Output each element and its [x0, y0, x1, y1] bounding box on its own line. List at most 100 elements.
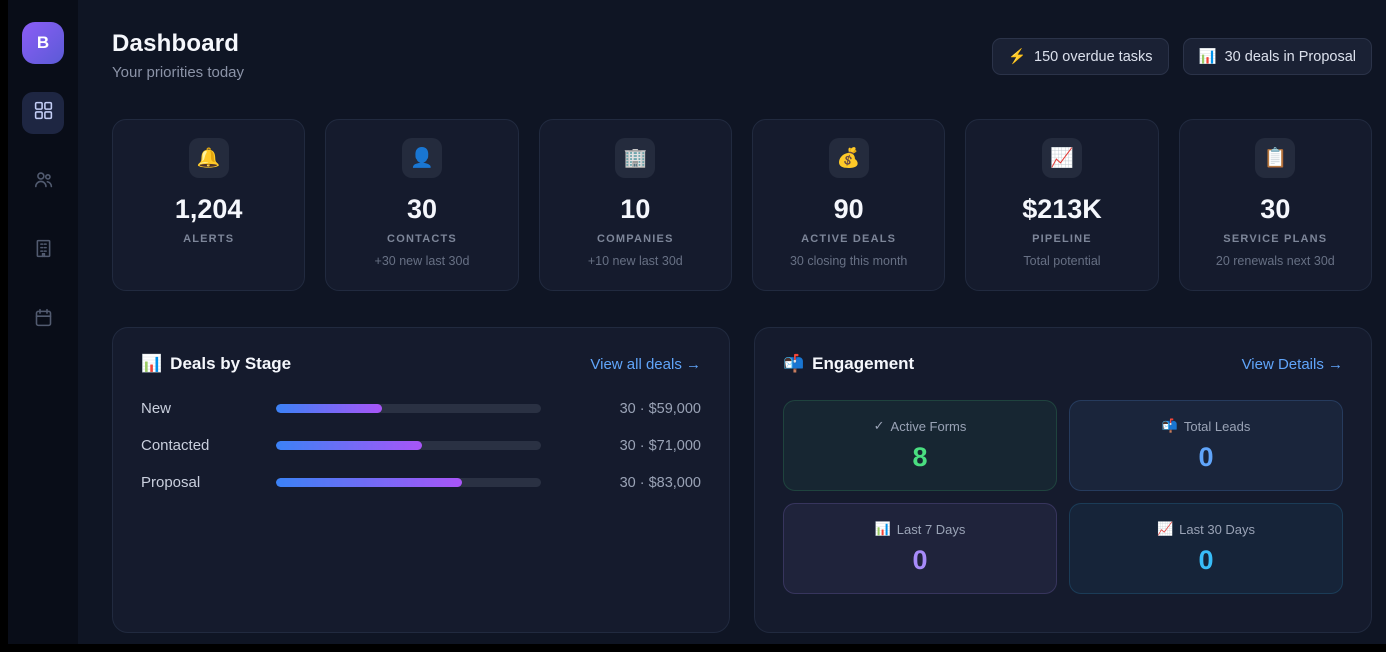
deal-row-contacted: Contacted 30 · $71,000	[141, 437, 701, 454]
lightning-icon: ⚡	[1007, 49, 1027, 65]
deal-value: 30 · $83,000	[619, 474, 701, 491]
clipboard-icon: 📋	[1255, 138, 1296, 178]
stat-card-alerts[interactable]: 🔔 1,204 ALERTS	[112, 119, 306, 291]
engagement-tile-last-7-days[interactable]: 📊 Last 7 Days 0	[783, 503, 1057, 594]
bar-chart-icon: 📊	[874, 521, 891, 536]
tile-value: 0	[1198, 545, 1214, 575]
check-icon: ✓	[873, 418, 885, 433]
stat-sub: +10 new last 30d	[587, 254, 683, 268]
deal-value: 30 · $59,000	[619, 400, 701, 417]
engagement-panel-title-text: Engagement	[812, 354, 915, 373]
engagement-panel-title: 📬 Engagement	[783, 354, 914, 374]
stat-value: 10	[620, 194, 651, 224]
engagement-panel-header: 📬 Engagement View Details →	[783, 354, 1343, 374]
overdue-tasks-label: 150 overdue tasks	[1034, 48, 1153, 65]
deal-progress-fill	[276, 441, 422, 450]
page-subtitle: Your priorities today	[112, 64, 245, 81]
tile-label-text: Last 7 Days	[896, 521, 966, 537]
chart-increasing-icon: 📈	[1041, 138, 1082, 178]
deal-row-proposal: Proposal 30 · $83,000	[141, 474, 701, 491]
stat-card-contacts[interactable]: 👤 30 CONTACTS +30 new last 30d	[325, 119, 519, 291]
sidebar-item-dashboard[interactable]	[22, 92, 64, 134]
view-all-deals-link[interactable]: View all deals →	[590, 355, 701, 373]
engagement-tile-last-30-days[interactable]: 📈 Last 30 Days 0	[1069, 503, 1343, 594]
tile-value: 0	[1198, 442, 1214, 472]
stat-card-service-plans[interactable]: 📋 30 SERVICE PLANS 20 renewals next 30d	[1178, 119, 1372, 291]
person-icon: 👤	[401, 138, 442, 178]
deal-stage-label: Contacted	[141, 437, 210, 454]
engagement-tiles: ✓ Active Forms 8 📬 Total Leads 0	[783, 400, 1343, 594]
mailbox-icon: 📬	[1161, 418, 1178, 433]
bar-chart-icon: 📊	[1198, 49, 1217, 65]
stat-value: $213K	[1022, 194, 1102, 224]
page-title: Dashboard	[112, 30, 240, 57]
grid-icon	[33, 100, 54, 126]
stat-sub	[123, 254, 294, 268]
building-icon	[33, 238, 54, 264]
tile-label: ✓ Active Forms	[794, 418, 1046, 434]
deals-by-stage-panel: 📊 Deals by Stage View all deals → New 30…	[112, 327, 730, 633]
stat-sub: +30 new last 30d	[374, 254, 470, 268]
header-titles: Dashboard Your priorities today	[112, 30, 244, 81]
tile-value: 8	[912, 442, 928, 472]
stat-label: CONTACTS	[387, 233, 457, 245]
deals-panel-header: 📊 Deals by Stage View all deals →	[141, 354, 701, 374]
stat-value: 30	[1260, 194, 1291, 224]
sidebar-item-companies[interactable]	[22, 230, 64, 272]
deal-row-new: New 30 · $59,000	[141, 400, 701, 417]
overdue-tasks-badge[interactable]: ⚡ 150 overdue tasks	[991, 38, 1169, 75]
engagement-panel: 📬 Engagement View Details → ✓ Active For…	[754, 327, 1372, 633]
deals-proposal-label: 30 deals in Proposal	[1224, 48, 1356, 65]
stat-value: 90	[833, 194, 864, 224]
deal-rows: New 30 · $59,000 Contacted 30 · $71,000	[141, 400, 701, 491]
brand-logo[interactable]: B	[22, 22, 64, 64]
sidebar-item-contacts[interactable]	[22, 161, 64, 203]
tile-label-text: Last 30 Days	[1179, 521, 1256, 537]
tile-label-text: Active Forms	[890, 418, 967, 434]
deals-proposal-badge[interactable]: 📊 30 deals in Proposal	[1182, 38, 1372, 75]
bar-chart-icon: 📊	[141, 354, 163, 373]
stat-sub: 30 closing this month	[789, 254, 908, 268]
stat-value: 1,204	[174, 194, 243, 224]
view-details-link[interactable]: View Details →	[1241, 355, 1343, 373]
chart-increasing-icon: 📈	[1156, 521, 1174, 536]
app-window: B	[8, 0, 1386, 644]
tile-label: 📬 Total Leads	[1080, 418, 1332, 434]
stat-sub: Total potential	[1023, 254, 1101, 268]
users-icon	[33, 169, 54, 195]
deal-stage-label: New	[141, 400, 172, 417]
deal-value: 30 · $71,000	[619, 437, 701, 454]
tile-label: 📈 Last 30 Days	[1080, 521, 1332, 537]
stat-label: PIPELINE	[1032, 233, 1092, 245]
office-building-icon: 🏢	[615, 138, 656, 178]
tile-value: 0	[912, 545, 928, 575]
engagement-tile-active-forms[interactable]: ✓ Active Forms 8	[783, 400, 1057, 491]
stat-card-active-deals[interactable]: 💰 90 ACTIVE DEALS 30 closing this month	[751, 119, 946, 291]
sidebar-item-calendar[interactable]	[22, 299, 64, 341]
stat-label: SERVICE PLANS	[1223, 233, 1328, 245]
header-badges: ⚡ 150 overdue tasks 📊 30 deals in Propos…	[991, 38, 1372, 75]
engagement-tile-total-leads[interactable]: 📬 Total Leads 0	[1069, 400, 1343, 491]
bell-icon: 🔔	[188, 138, 229, 178]
tile-label-text: Total Leads	[1183, 418, 1251, 434]
stat-value: 30	[406, 194, 438, 224]
stat-card-companies[interactable]: 🏢 10 COMPANIES +10 new last 30d	[538, 119, 732, 291]
stat-label: COMPANIES	[597, 233, 674, 245]
stat-label: ACTIVE DEALS	[801, 233, 897, 245]
stat-label: ALERTS	[183, 233, 235, 245]
stats-row: 🔔 1,204 ALERTS 👤 30 CONTACTS +30 new las…	[112, 119, 1372, 291]
page-header: Dashboard Your priorities today ⚡ 150 ov…	[112, 30, 1372, 81]
mailbox-icon: 📬	[783, 354, 805, 373]
deal-progress-fill	[276, 478, 462, 487]
deal-progress-track	[276, 404, 541, 413]
main-content: Dashboard Your priorities today ⚡ 150 ov…	[78, 0, 1386, 644]
stat-card-pipeline[interactable]: 📈 $213K PIPELINE Total potential	[965, 119, 1159, 291]
deals-panel-title-text: Deals by Stage	[170, 354, 292, 373]
stat-sub: 20 renewals next 30d	[1215, 254, 1335, 268]
deal-stage-label: Proposal	[141, 474, 201, 491]
money-bag-icon: 💰	[828, 138, 869, 178]
calendar-icon	[33, 307, 54, 333]
tile-label: 📊 Last 7 Days	[794, 521, 1046, 537]
deal-progress-fill	[276, 404, 382, 413]
deal-progress-track	[276, 478, 541, 487]
